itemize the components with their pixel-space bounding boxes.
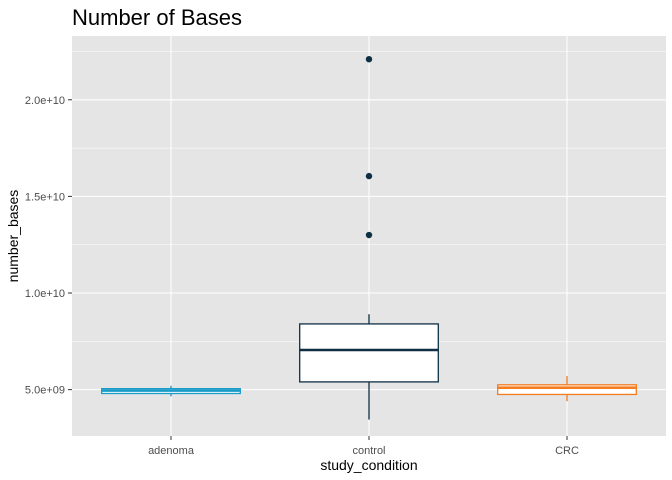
x-tick-label: CRC bbox=[555, 445, 579, 457]
x-axis-title: study_condition bbox=[320, 457, 417, 473]
y-tick-label: 1.5e+10 bbox=[25, 191, 65, 203]
outlier-point bbox=[365, 172, 373, 180]
box-group-adenoma bbox=[101, 385, 241, 397]
x-tick-label: control bbox=[352, 445, 385, 457]
y-axis-title: number_bases bbox=[5, 190, 21, 283]
box bbox=[299, 323, 439, 383]
box-group-crc bbox=[497, 376, 637, 402]
outlier-point bbox=[365, 231, 373, 239]
outlier-point bbox=[365, 55, 373, 63]
x-axis: adenoma control CRC bbox=[148, 436, 579, 457]
y-tick-label: 5.0e+09 bbox=[25, 385, 65, 397]
y-tick-label: 1.0e+10 bbox=[25, 288, 65, 300]
boxes-layer bbox=[101, 55, 637, 420]
x-tick-label: adenoma bbox=[148, 445, 195, 457]
y-axis: 5.0e+09 1.0e+10 1.5e+10 2.0e+10 bbox=[25, 95, 72, 397]
box-group-control bbox=[299, 55, 439, 420]
box bbox=[497, 384, 637, 396]
chart-title: Number of Bases bbox=[72, 5, 242, 30]
y-tick-label: 2.0e+10 bbox=[25, 95, 65, 107]
